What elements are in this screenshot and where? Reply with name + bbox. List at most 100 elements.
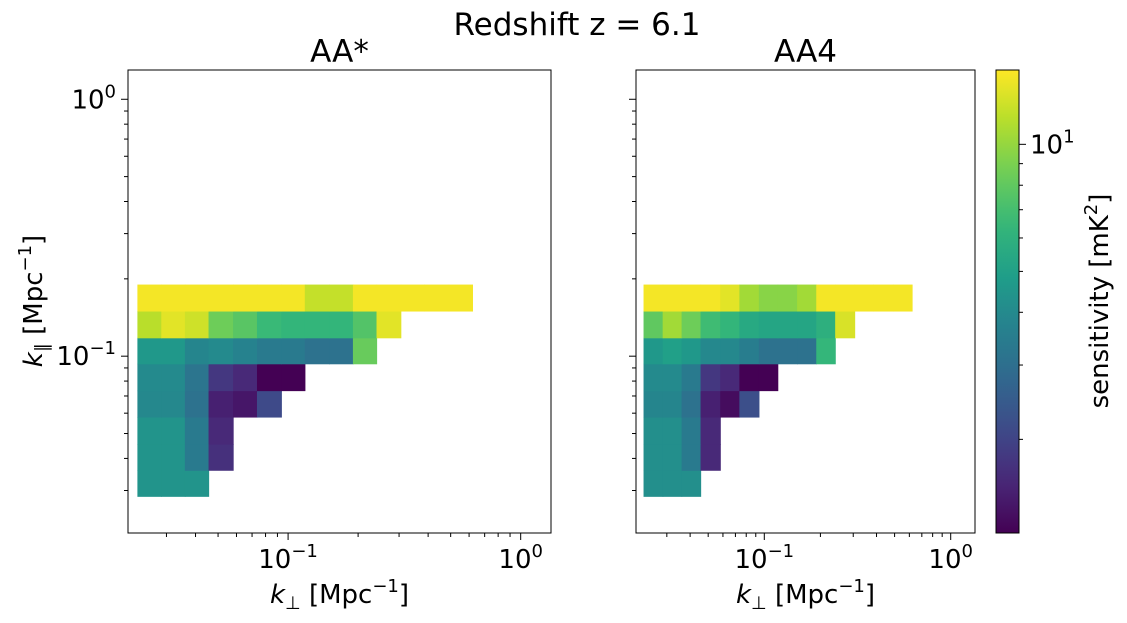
heatmap-cell [739,337,760,365]
heatmap-cell [797,337,817,365]
heatmap-cell [720,390,740,418]
heatmap-cell [352,310,378,339]
y-tick-label: 100 [71,81,116,115]
heatmap-cell [816,284,836,312]
heatmap-cell [662,363,683,392]
heatmap-cell [304,337,330,365]
heatmap-cell [681,363,702,392]
heatmap-cell [376,284,402,312]
heatmap-cell [835,284,856,312]
heatmap-panel-aa-star: AA* 10−1 100 10−1 100 k⊥ [Mpc−1] [56,34,552,614]
heatmap-cell [700,416,721,445]
heatmap-cell [161,470,186,497]
axes-frame [127,69,552,534]
heatmap-cell [281,363,306,392]
heatmap-cell [161,310,186,339]
heatmap-cell [448,284,473,312]
heatmap-cell [681,284,702,312]
heatmap-cell [720,337,740,365]
heatmap-cell [208,337,234,365]
heatmap-cell [256,284,282,312]
x-tick-label: 100 [928,541,973,575]
heatmap-cell [643,390,664,418]
heatmap-cell [739,363,760,392]
heatmap-cell [681,337,702,365]
heatmap-cells [137,284,473,497]
heatmap-cell [304,310,330,339]
heatmap-cell [208,363,234,392]
heatmap-panel-aa4: AA4 10−1 100 k⊥ [Mpc−1] [629,34,976,614]
heatmap-cell [700,363,721,392]
heatmap-cell [329,310,354,339]
heatmap-cell [208,390,234,418]
heatmap-cell [137,470,162,497]
figure-suptitle: Redshift z = 6.1 [454,7,701,43]
heatmap-cell [424,284,450,312]
heatmap-cell [662,284,683,312]
panel-title: AA4 [774,34,837,70]
heatmap-cell [184,470,210,497]
heatmap-cell [256,363,282,392]
heatmap-cell [816,310,836,339]
heatmap-cell [643,284,664,312]
heatmap-cell [720,310,740,339]
colorbar-tick-label: 101 [1030,126,1075,160]
heatmap-cell [233,337,258,365]
heatmap-cell [352,337,378,365]
x-axis-label: k⊥ [Mpc−1] [736,576,875,614]
heatmap-cell [662,416,683,445]
heatmap-cell [777,284,798,312]
heatmap-cell [233,310,258,339]
heatmap-cell [681,444,702,471]
heatmap-cell [854,284,875,312]
heatmap-cell [137,363,162,392]
heatmap-cell [281,310,306,339]
heatmap-cell [700,337,721,365]
x-tick-label: 100 [498,541,543,575]
heatmap-cell [233,284,258,312]
heatmap-cell [758,310,779,339]
heatmap-cell [873,284,894,312]
heatmap-cell [137,444,162,471]
heatmap-cell [739,284,760,312]
heatmap-cell [643,444,664,471]
heatmap-cells [643,284,913,497]
heatmap-cell [184,390,210,418]
heatmap-cell [161,390,186,418]
heatmap-cell [777,310,798,339]
heatmap-cell [352,284,378,312]
heatmap-cell [137,337,162,365]
heatmap-cell [662,390,683,418]
heatmap-cell [161,337,186,365]
heatmap-cell [161,363,186,392]
x-axis-label: k⊥ [Mpc−1] [270,576,409,614]
heatmap-cell [777,337,798,365]
heatmap-cell [720,363,740,392]
heatmap-cell [137,416,162,445]
heatmap-cell [208,310,234,339]
heatmap-cell [681,390,702,418]
heatmap-cell [797,310,817,339]
heatmap-cell [739,310,760,339]
heatmap-cell [681,416,702,445]
heatmap-cell [184,284,210,312]
heatmap-cell [835,310,856,339]
heatmap-cell [137,284,162,312]
heatmap-cell [233,390,258,418]
heatmap-cell [184,337,210,365]
heatmap-cell [281,284,306,312]
heatmap-cell [797,284,817,312]
x-tick-label: 10−1 [258,541,318,575]
y-axis-label-text: k∥ [Mpc−1] [15,235,53,367]
heatmap-cell [720,284,740,312]
x-tick-label: 10−1 [734,541,794,575]
heatmap-cell [662,310,683,339]
heatmap-cell [662,444,683,471]
heatmap-cell [208,416,234,445]
heatmap-cell [329,284,354,312]
heatmap-cell [329,337,354,365]
heatmap-cell [816,337,836,365]
heatmap-cell [304,284,330,312]
axes-frame [635,69,976,534]
